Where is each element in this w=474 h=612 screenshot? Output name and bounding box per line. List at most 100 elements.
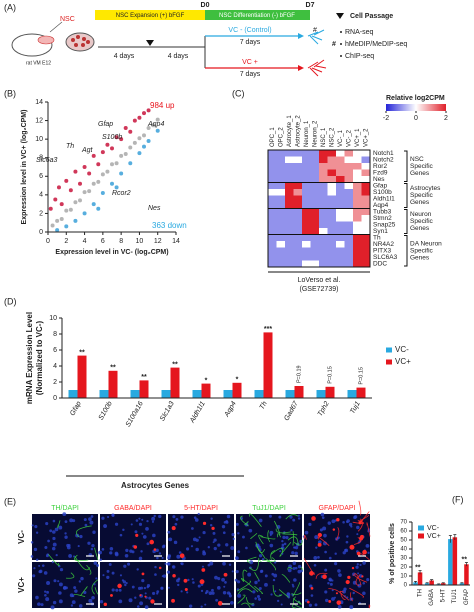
- nucleus: [242, 535, 245, 539]
- nucleus: [125, 548, 129, 553]
- nucleus: [356, 525, 360, 530]
- error-bar: [430, 579, 434, 582]
- cell: [310, 176, 320, 183]
- cell: [361, 195, 371, 203]
- cell: [285, 234, 294, 242]
- nucleus: [119, 533, 123, 537]
- nucleus: [95, 577, 98, 580]
- group-label: Genes: [410, 254, 430, 261]
- stain: [211, 526, 215, 530]
- point: [64, 208, 69, 213]
- nucleus: [217, 586, 221, 590]
- group-label: Neuron: [410, 211, 432, 218]
- point: [132, 118, 137, 123]
- point: [146, 108, 151, 113]
- point: [87, 171, 92, 176]
- nucleus: [349, 605, 354, 610]
- nucleus: [180, 590, 183, 593]
- colorbar-label: Relative log2CPM: [386, 95, 445, 102]
- cell: [276, 182, 286, 190]
- image-bg: [100, 562, 166, 608]
- stain: [317, 532, 322, 538]
- cell: [319, 254, 328, 261]
- nucleus: [279, 550, 282, 553]
- point: [146, 139, 151, 143]
- row-label: DDC: [373, 260, 387, 267]
- fiber: [267, 530, 271, 543]
- nucleus: [44, 590, 47, 593]
- nucleus: [106, 569, 110, 573]
- nucleus: [111, 513, 115, 517]
- cell: [310, 169, 320, 177]
- nucleus: [88, 517, 92, 521]
- nucleus: [346, 519, 350, 523]
- fiber: [86, 564, 92, 575]
- nucleus: [269, 543, 274, 548]
- fiber: [303, 534, 307, 540]
- cell: [344, 189, 354, 196]
- fiber: [57, 520, 61, 529]
- cell: [319, 260, 328, 268]
- point: [64, 178, 69, 183]
- cell: [268, 189, 277, 196]
- legend-label: VC+: [427, 533, 441, 540]
- row-label: PITX3: [373, 247, 391, 254]
- fiber: [300, 566, 303, 571]
- bar: [263, 332, 273, 398]
- cell: [302, 150, 311, 157]
- stain: [184, 588, 188, 592]
- fiber: [352, 520, 365, 524]
- cell: [353, 182, 362, 190]
- nucleus: [317, 556, 320, 559]
- cell: [344, 163, 354, 170]
- nucleus: [51, 546, 56, 551]
- cell: [302, 195, 311, 203]
- y-tick-label: 20: [400, 565, 407, 571]
- rat-brain: [37, 35, 55, 45]
- caption: (GSE72739): [300, 286, 339, 293]
- cell: [361, 215, 371, 222]
- legend-label: VC+: [395, 357, 411, 366]
- assay: hMeDIP/MeDIP-seq: [345, 41, 407, 48]
- cell: [268, 215, 277, 222]
- nucleus: [344, 548, 349, 553]
- x-tick-label: S100b: [98, 400, 114, 421]
- nucleus: [225, 543, 229, 547]
- cell: [336, 169, 345, 177]
- cell: [285, 176, 294, 183]
- nucleus: [74, 589, 78, 593]
- annotation: ***: [264, 326, 272, 333]
- cell: [310, 195, 320, 203]
- cell: [336, 163, 345, 170]
- nucleus: [212, 541, 215, 544]
- nucleus: [52, 600, 57, 605]
- fiber: [273, 520, 281, 536]
- nucleus: [122, 580, 127, 584]
- fiber: [282, 533, 298, 536]
- nucleus: [272, 578, 276, 582]
- cell: [293, 202, 303, 209]
- nucleus: [158, 514, 162, 519]
- y-tick-label: 30: [400, 556, 407, 562]
- fiber: [265, 558, 277, 571]
- cell: [361, 169, 371, 177]
- nucleus: [222, 561, 226, 566]
- nucleus: [52, 519, 56, 523]
- cell: [293, 182, 303, 190]
- cell: [361, 150, 371, 157]
- caption: LoVerso et al.: [298, 277, 341, 284]
- fiber: [242, 569, 248, 582]
- fiber: [340, 594, 346, 600]
- point: [96, 162, 101, 167]
- row-label: Fzd9: [373, 169, 388, 176]
- fiber: [236, 580, 251, 592]
- panel-label: (F): [452, 494, 464, 504]
- cell: [302, 247, 311, 255]
- fiber: [74, 554, 89, 562]
- nucleus: [327, 581, 330, 585]
- point: [48, 206, 53, 211]
- point: [91, 181, 96, 186]
- annotation: Aqp4: [147, 121, 164, 128]
- cell: [276, 150, 286, 157]
- bar: [130, 390, 140, 398]
